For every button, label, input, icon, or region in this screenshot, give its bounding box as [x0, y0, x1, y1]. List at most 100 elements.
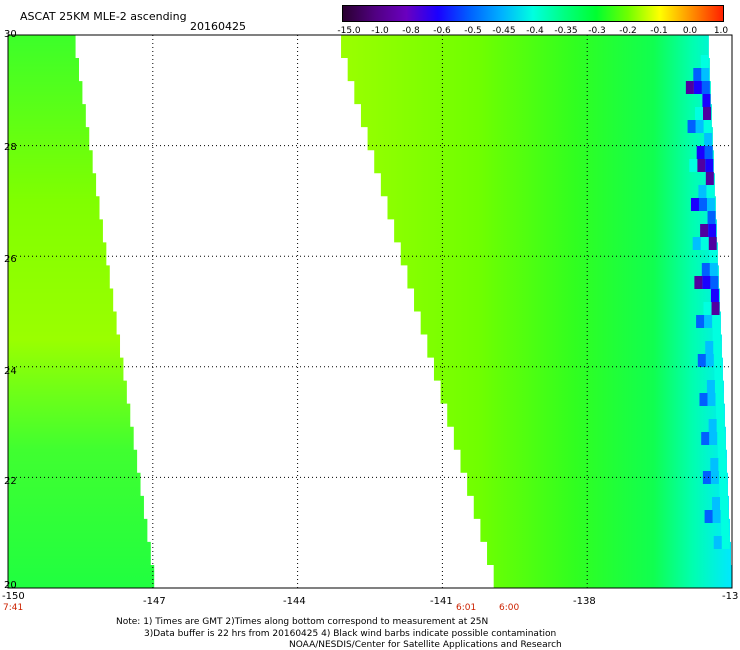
- edge-cell: [700, 55, 709, 68]
- edge-cell: [703, 107, 712, 120]
- edge-cell: [710, 471, 719, 484]
- map-date: 20160425: [190, 20, 246, 33]
- edge-cell: [696, 146, 705, 159]
- colorbar-label: -0.6: [433, 26, 451, 36]
- colorbar-label: -0.8: [402, 26, 420, 36]
- edge-cell: [706, 198, 715, 211]
- lat-label-20: 20: [4, 580, 17, 591]
- edge-cell: [710, 289, 719, 302]
- edge-cell: [708, 419, 717, 432]
- lon-label-135: -13: [722, 591, 739, 602]
- edge-cell: [718, 471, 727, 484]
- edge-cell: [716, 419, 725, 432]
- edge-cell: [716, 406, 725, 419]
- time-label-mid2: 6:00: [499, 603, 520, 613]
- colorbar-label: 0.0: [682, 26, 698, 36]
- edge-cell: [713, 354, 722, 367]
- edge-cell: [706, 380, 715, 393]
- edge-cell: [719, 484, 728, 497]
- edge-cell: [690, 198, 699, 211]
- lon-label-150: -150: [2, 591, 25, 602]
- lat-label-30: 30: [4, 29, 17, 40]
- edge-cell: [708, 224, 717, 237]
- edge-cell: [721, 536, 730, 549]
- time-label-mid1: 6:01: [456, 603, 477, 613]
- edge-cell: [704, 510, 713, 523]
- colorbar-label: -0.45: [492, 26, 516, 36]
- lat-label-28: 28: [4, 142, 17, 153]
- edge-cell: [714, 367, 723, 380]
- edge-cell: [721, 523, 730, 536]
- west-swath: [8, 35, 158, 588]
- edge-cell: [693, 81, 702, 94]
- edge-cell: [695, 107, 704, 120]
- edge-cell: [694, 276, 703, 289]
- edge-cell: [698, 198, 707, 211]
- edge-cell: [701, 68, 710, 81]
- edge-cell: [706, 185, 715, 198]
- colorbar-label: -0.2: [619, 26, 637, 36]
- edge-cell: [696, 315, 705, 328]
- edge-cell: [695, 120, 704, 133]
- edge-cell: [689, 159, 698, 172]
- edge-cell: [710, 276, 719, 289]
- map-frame: [7, 34, 733, 589]
- edge-cell: [685, 81, 694, 94]
- edge-cell: [709, 263, 718, 276]
- edge-cell: [710, 458, 719, 471]
- edge-cell: [703, 302, 712, 315]
- note-line-1: Note: 1) Times are GMT 2)Times along bot…: [116, 617, 489, 627]
- edge-cell: [697, 159, 706, 172]
- lon-label-147: -147: [143, 596, 166, 607]
- edge-cell: [693, 68, 702, 81]
- edge-cell: [720, 510, 729, 523]
- edge-cell: [720, 497, 729, 510]
- edge-cell: [718, 458, 727, 471]
- lat-label-22: 22: [4, 476, 17, 487]
- map-title: ASCAT 25KM MLE-2 ascending: [20, 10, 187, 23]
- edge-cell: [701, 263, 710, 276]
- edge-cell: [702, 94, 711, 107]
- edge-cell: [705, 159, 714, 172]
- colorbar-label: 1.0: [713, 26, 729, 36]
- lon-label-141: -141: [430, 596, 453, 607]
- edge-cell: [712, 328, 721, 341]
- note-line-2: 3)Data buffer is 22 hrs from 20160425 4)…: [144, 629, 557, 639]
- edge-cell: [713, 341, 722, 354]
- edge-cell: [703, 120, 712, 133]
- east-swath: [341, 35, 732, 588]
- colorbar-label: -0.4: [526, 26, 544, 36]
- time-label-left: 7:41: [3, 603, 24, 613]
- colorbar-label: -0.3: [588, 26, 606, 36]
- lon-label-138: -138: [573, 596, 596, 607]
- edge-cell: [699, 393, 708, 406]
- edge-cell: [708, 237, 717, 250]
- edge-cell: [711, 302, 720, 315]
- edge-cell: [707, 393, 716, 406]
- edge-cell: [714, 380, 723, 393]
- edge-cell: [704, 315, 713, 328]
- edge-cell: [700, 237, 709, 250]
- lat-label-26: 26: [4, 254, 17, 265]
- edge-cell: [692, 237, 701, 250]
- edge-cell: [707, 211, 716, 224]
- edge-cell: [701, 81, 710, 94]
- colorbar-label: -0.5: [464, 26, 482, 36]
- edge-cell: [702, 471, 711, 484]
- edge-cell: [712, 510, 721, 523]
- edge-cell: [717, 445, 726, 458]
- lat-label-24: 24: [4, 366, 17, 377]
- edge-cell: [712, 315, 721, 328]
- edge-cell: [700, 224, 709, 237]
- colorbar-label: -1.0: [371, 26, 389, 36]
- edge-cell: [705, 172, 714, 185]
- edge-cell: [712, 497, 721, 510]
- edge-cell: [687, 120, 696, 133]
- note-line-3: NOAA/NESDIS/Center for Satellite Applica…: [289, 640, 562, 650]
- edge-cell: [704, 133, 713, 146]
- edge-cell: [717, 432, 726, 445]
- edge-cell: [713, 536, 722, 549]
- edge-cell: [704, 146, 713, 159]
- colorbar: [342, 5, 724, 22]
